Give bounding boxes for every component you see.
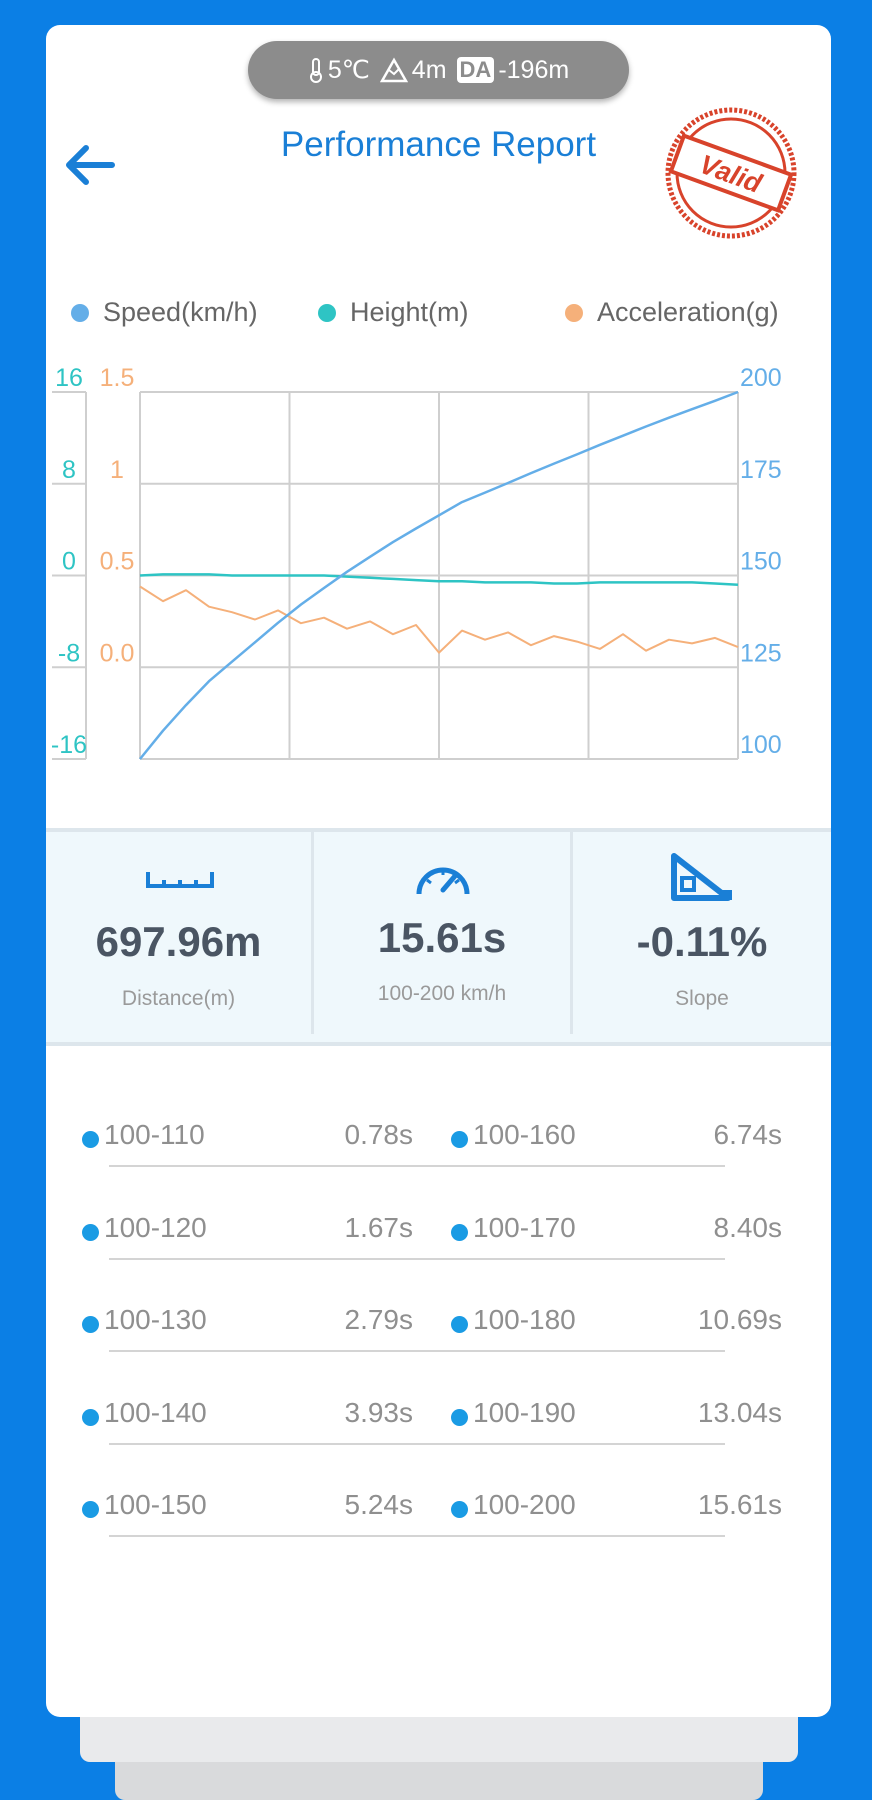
stat-label: Slope xyxy=(675,987,729,1010)
gauge-icon xyxy=(416,867,470,895)
sheet xyxy=(115,1760,763,1800)
mountain-icon xyxy=(379,57,408,83)
stat-value: -0.11% xyxy=(636,918,768,965)
legend-label: Height(m) xyxy=(350,297,469,327)
stats-panel: 697.96m Distance(m) 15.61s 100-200 km/h … xyxy=(46,828,831,1046)
split-range: 100-120 xyxy=(104,1212,207,1243)
split-range: 100-160 xyxy=(473,1119,576,1150)
sheet xyxy=(80,1717,798,1762)
chart: 200 175 150 125 100 16 8 0 -8 -16 1.5 1 0.5 0.0 xyxy=(51,364,782,760)
split-range: 100-150 xyxy=(104,1489,207,1520)
row-divider xyxy=(109,1535,725,1537)
series-line xyxy=(139,573,739,586)
split-dot xyxy=(82,1409,99,1426)
y3-tick-label: 1.5 xyxy=(100,364,135,392)
split-time: 5.24s xyxy=(344,1489,414,1520)
series-line xyxy=(139,390,739,760)
slope-icon xyxy=(671,853,732,901)
legend-item: Height(m) xyxy=(318,297,469,328)
split-range: 100-110 xyxy=(104,1119,205,1150)
split-dot xyxy=(82,1316,99,1333)
divider xyxy=(311,832,314,1034)
y-tick-label: 16 xyxy=(55,364,83,392)
legend-dot xyxy=(565,303,583,322)
card: 5℃ 4m DA -196m Performance Report Valid 2… xyxy=(46,25,831,1717)
stat-value: 697.96m xyxy=(95,918,262,965)
stat-tile: 697.96m Distance(m) xyxy=(46,832,311,1034)
legend-item: Speed(km/h) xyxy=(71,297,258,328)
split-dot xyxy=(82,1131,99,1148)
split-time: 13.04s xyxy=(697,1397,782,1428)
back-button[interactable] xyxy=(60,140,122,190)
altitude-text: 4m xyxy=(411,55,447,84)
status-bar: 5℃ 4m DA -196m xyxy=(248,41,629,99)
split-range: 100-200 xyxy=(473,1489,576,1520)
row-divider xyxy=(109,1165,725,1167)
y2-tick-label: 175 xyxy=(740,456,782,484)
ruler-icon xyxy=(146,872,214,888)
split-time: 10.69s xyxy=(697,1304,782,1335)
split-dot xyxy=(451,1501,468,1518)
y2-tick-label: 200 xyxy=(740,364,782,392)
split-time: 1.67s xyxy=(344,1212,414,1243)
row-divider xyxy=(109,1443,725,1445)
split-dot xyxy=(451,1224,468,1241)
y2-tick-label: 100 xyxy=(740,731,782,759)
y2-tick-label: 125 xyxy=(740,639,782,667)
density-altitude-text: -196m xyxy=(498,55,570,84)
split-time: 0.78s xyxy=(344,1119,414,1150)
y3-tick-label: 0.5 xyxy=(100,548,135,576)
split-time: 3.93s xyxy=(344,1397,414,1428)
y2-tick-label: 150 xyxy=(740,548,782,576)
y-tick-label: 8 xyxy=(62,456,76,484)
stat-label: Distance(m) xyxy=(121,987,236,1010)
split-dot xyxy=(451,1316,468,1333)
split-range: 100-140 xyxy=(104,1397,207,1428)
divider xyxy=(570,832,573,1034)
split-range: 100-170 xyxy=(473,1212,576,1243)
split-time: 8.40s xyxy=(713,1212,783,1243)
split-dot xyxy=(451,1131,468,1148)
altitude: 4m xyxy=(379,55,447,85)
legend-item: Acceleration(g) xyxy=(565,297,779,328)
split-time: 15.61s xyxy=(697,1489,782,1520)
legend-label: Acceleration(g) xyxy=(597,297,779,327)
split-range: 100-180 xyxy=(473,1304,576,1335)
split-dot xyxy=(82,1224,99,1241)
legend-dot xyxy=(71,303,89,322)
temperature-text: 5℃ xyxy=(327,56,370,84)
split-range: 100-190 xyxy=(473,1397,576,1428)
split-dot xyxy=(82,1501,99,1518)
stat-tile: -0.11% Slope xyxy=(573,832,831,1034)
stat-label: 100-200 km/h xyxy=(377,982,507,1005)
da-badge: DA xyxy=(456,57,495,83)
split-time: 6.74s xyxy=(713,1119,783,1150)
valid-stamp: Valid xyxy=(665,107,797,239)
stat-value: 15.61s xyxy=(377,914,507,961)
series-line xyxy=(139,585,739,654)
y3-tick-label: 1 xyxy=(110,456,124,484)
split-range: 100-130 xyxy=(104,1304,207,1335)
temperature: 5℃ xyxy=(308,55,370,85)
y3-tick-label: 0.0 xyxy=(100,639,135,667)
split-time: 2.79s xyxy=(344,1304,414,1335)
row-divider xyxy=(109,1258,725,1260)
split-dot xyxy=(451,1409,468,1426)
y-tick-label: 0 xyxy=(62,548,76,576)
y-tick-label: -16 xyxy=(51,731,87,759)
density-altitude: DA -196m xyxy=(456,55,570,85)
row-divider xyxy=(109,1350,725,1352)
legend-dot xyxy=(318,303,336,322)
stat-tile: 15.61s 100-200 km/h xyxy=(314,832,570,1034)
thermometer-icon xyxy=(309,58,322,83)
y-tick-label: -8 xyxy=(58,639,80,667)
legend-label: Speed(km/h) xyxy=(103,297,258,327)
page-title: Performance Report xyxy=(280,125,597,164)
